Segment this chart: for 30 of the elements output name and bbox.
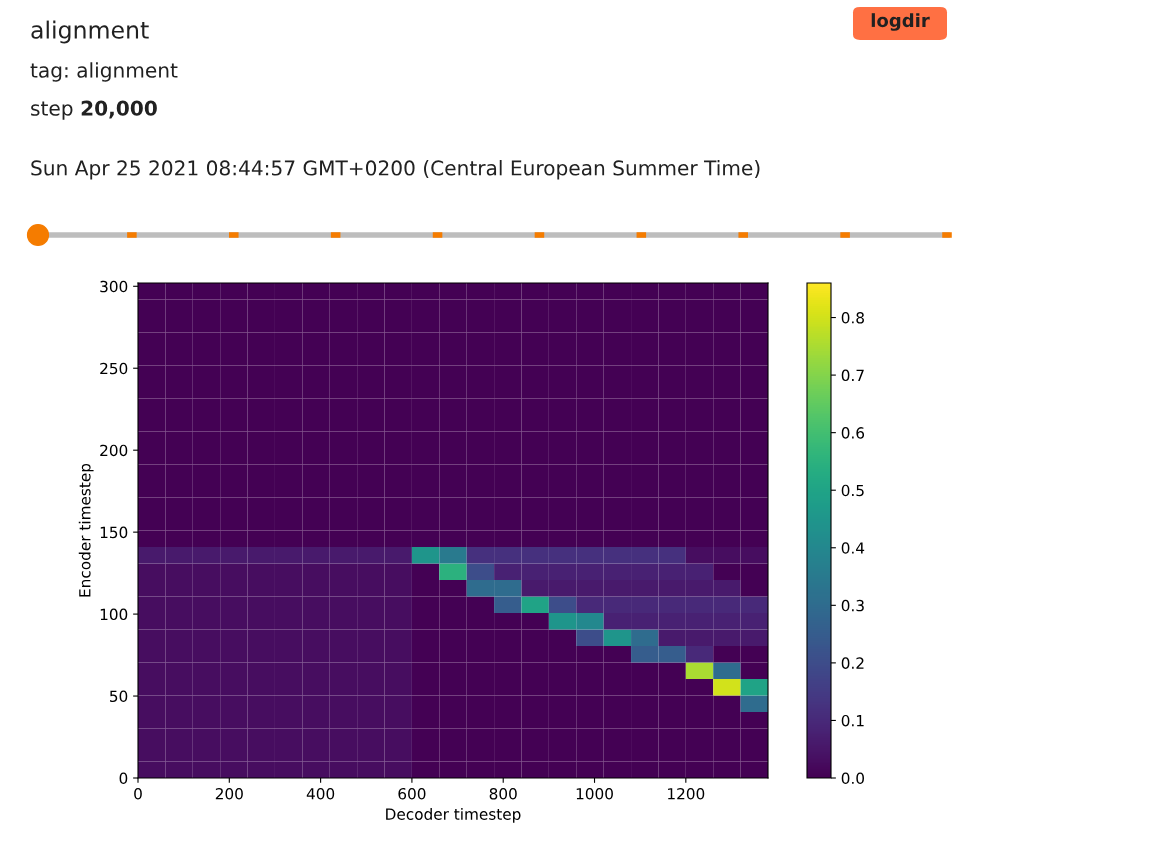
y-tick-label: 150 bbox=[100, 526, 128, 539]
y-tick-label: 300 bbox=[100, 280, 128, 293]
y-axis-title: Encoder timestep bbox=[78, 463, 94, 597]
y-tick-label: 250 bbox=[100, 362, 128, 375]
x-tick-label: 1200 bbox=[668, 787, 705, 800]
color-bar-label: 0.8 bbox=[841, 312, 864, 324]
x-tick-label: 1000 bbox=[576, 787, 613, 800]
color-bar-label: 0.5 bbox=[841, 484, 864, 497]
color-bar-label: 0.3 bbox=[841, 599, 864, 612]
color-bar-label: 0.2 bbox=[841, 657, 864, 669]
x-tick-label: 0 bbox=[134, 787, 142, 800]
x-tick-label: 600 bbox=[398, 787, 426, 800]
x-tick-label: 200 bbox=[215, 787, 243, 800]
text: Sun Apr 25 2021 08:44:57 GMT+0200 (Central European Summer Time) bbox=[31, 160, 760, 180]
color-bar-label: 0.0 bbox=[841, 772, 864, 785]
color-bar-label: 0.7 bbox=[841, 369, 864, 382]
x-axis-title: Decoder timestep bbox=[386, 808, 521, 823]
color-bar-label: 0.4 bbox=[841, 542, 865, 554]
x-tick-label: 400 bbox=[306, 787, 335, 800]
color-bar-label: 0.1 bbox=[841, 714, 864, 727]
y-tick-label: 0 bbox=[119, 772, 128, 785]
y-tick-label: 200 bbox=[100, 444, 128, 457]
text: step 20,000 bbox=[31, 100, 157, 120]
text: logdir bbox=[871, 13, 930, 31]
chart-subtitle: tag: alignment bbox=[30, 62, 178, 82]
chart-title: alignment bbox=[31, 20, 149, 44]
y-tick-label: 50 bbox=[110, 690, 128, 703]
color-bar-label: 0.6 bbox=[841, 427, 865, 439]
x-tick-label: 800 bbox=[489, 787, 517, 800]
y-tick-label: 100 bbox=[100, 608, 128, 621]
